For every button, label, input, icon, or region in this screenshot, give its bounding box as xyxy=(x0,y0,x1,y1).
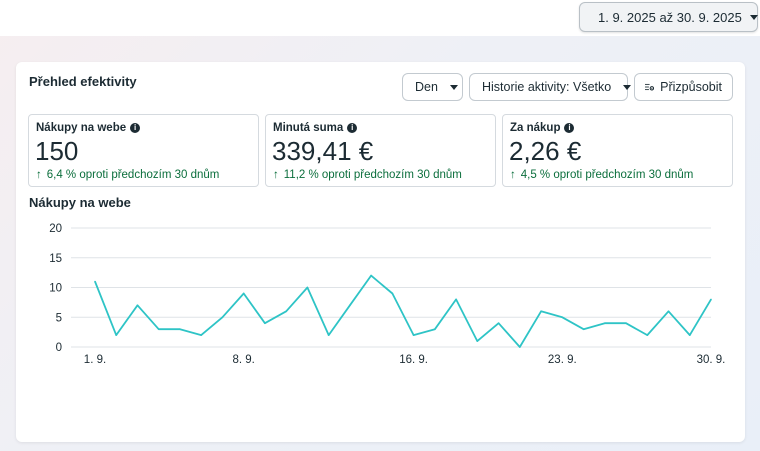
data-point xyxy=(561,316,564,319)
metric-label-row: Nákupy na webe i xyxy=(36,122,141,134)
data-point xyxy=(434,328,436,330)
data-point xyxy=(136,304,139,307)
data-point xyxy=(264,322,266,324)
customize-icon xyxy=(645,83,655,91)
arrow-up-icon: ↑ xyxy=(510,169,516,181)
data-point xyxy=(625,322,627,324)
top-bar: 1. 9. 2025 až 30. 9. 2025 xyxy=(0,0,760,36)
y-tick-label: 15 xyxy=(49,253,62,265)
data-point xyxy=(242,292,245,295)
data-point xyxy=(455,298,457,301)
data-point xyxy=(667,310,670,313)
data-point xyxy=(157,328,160,330)
metric-value: 2,26 € xyxy=(509,136,582,166)
data-point xyxy=(497,322,500,324)
data-point xyxy=(688,334,691,336)
x-tick-label: 1. 9. xyxy=(84,354,106,366)
y-tick-label: 0 xyxy=(56,342,62,354)
metric-label: Za nákup xyxy=(510,122,561,134)
x-tick-label: 8. 9. xyxy=(232,354,254,366)
purchases-line-chart: 0 5 10 15 20 1. 9. 8. 9. 16. 9. 23. 9. 30. 9. xyxy=(49,223,726,366)
data-point xyxy=(710,298,712,301)
y-tick-label: 5 xyxy=(56,312,62,324)
date-range-picker[interactable]: 1. 9. 2025 až 30. 9. 2025 xyxy=(579,2,758,32)
metric-value: 150 xyxy=(35,136,79,166)
metric-label-row: Minutá suma i xyxy=(273,122,358,134)
customize-button[interactable]: Přizpůsobit xyxy=(634,73,733,101)
data-point xyxy=(327,334,330,336)
metric-label-row: Za nákup i xyxy=(510,122,575,134)
metric-delta: ↑ 6,4 % oproti předchozím 30 dnům xyxy=(36,169,219,181)
metric-label: Nákupy na webe xyxy=(36,122,127,134)
data-point xyxy=(285,310,287,313)
data-point xyxy=(200,334,203,336)
chevron-down-icon xyxy=(623,84,632,90)
info-icon[interactable]: i xyxy=(130,123,141,133)
performance-panel: Přehled efektivity Den Historie aktivity… xyxy=(16,62,745,442)
data-point xyxy=(412,334,415,336)
x-tick-label: 30. 9. xyxy=(697,354,726,366)
metric-card-purchases[interactable]: Nákupy na webe i 150 ↑ 6,4 % oproti předc… xyxy=(28,114,259,187)
history-filter-label: Historie aktivity: Všetko xyxy=(482,80,612,94)
metric-delta-text: 6,4 % oproti předchozím 30 dnům xyxy=(46,169,220,181)
data-point xyxy=(540,310,542,313)
data-point xyxy=(349,304,351,307)
y-tick-label: 10 xyxy=(49,283,62,295)
metric-delta: ↑ 4,5 % oproti předchozím 30 dnům xyxy=(510,169,693,181)
data-point xyxy=(179,328,181,330)
metric-label: Minutá suma xyxy=(273,122,344,134)
panel-title: Přehled efektivity xyxy=(29,74,137,89)
data-point xyxy=(306,286,309,289)
data-point xyxy=(391,292,394,295)
chart-title: Nákupy na webe xyxy=(29,195,131,210)
x-tick-label: 16. 9. xyxy=(399,354,428,366)
metric-delta-text: 4,5 % oproti předchozím 30 dnům xyxy=(520,169,694,181)
data-point xyxy=(603,322,606,324)
info-icon[interactable]: i xyxy=(564,123,575,133)
data-point xyxy=(476,340,479,342)
metric-delta: ↑ 11,2 % oproti předchozím 30 dnům xyxy=(273,169,462,181)
y-tick-label: 20 xyxy=(49,223,62,235)
data-point xyxy=(221,316,224,319)
metric-card-amount-spent[interactable]: Minutá suma i 339,41 € ↑ 11,2 % oproti př… xyxy=(265,114,496,187)
customize-label: Přizpůsobit xyxy=(660,80,722,94)
x-tick-label: 23. 9. xyxy=(548,354,577,366)
data-point xyxy=(94,280,96,283)
series-line xyxy=(94,274,712,348)
info-icon[interactable]: i xyxy=(347,123,358,133)
data-point xyxy=(519,346,521,348)
chevron-down-icon xyxy=(749,14,758,20)
granularity-label: Den xyxy=(415,80,438,94)
data-point xyxy=(115,334,118,336)
data-point xyxy=(582,328,585,330)
arrow-up-icon: ↑ xyxy=(273,169,279,181)
metric-value: 339,41 € xyxy=(272,136,374,166)
chevron-down-icon xyxy=(449,84,458,90)
data-point xyxy=(646,334,649,336)
history-filter-dropdown[interactable]: Historie aktivity: Všetko xyxy=(469,73,632,101)
granularity-dropdown[interactable]: Den xyxy=(402,73,463,101)
date-range-label: 1. 9. 2025 až 30. 9. 2025 xyxy=(598,9,742,25)
arrow-up-icon: ↑ xyxy=(36,169,42,181)
metric-delta-text: 11,2 % oproti předchozím 30 dnům xyxy=(283,169,462,181)
data-point xyxy=(370,274,372,277)
metric-card-cost-per-purchase[interactable]: Za nákup i 2,26 € ↑ 4,5 % oproti předchoz… xyxy=(502,114,733,187)
